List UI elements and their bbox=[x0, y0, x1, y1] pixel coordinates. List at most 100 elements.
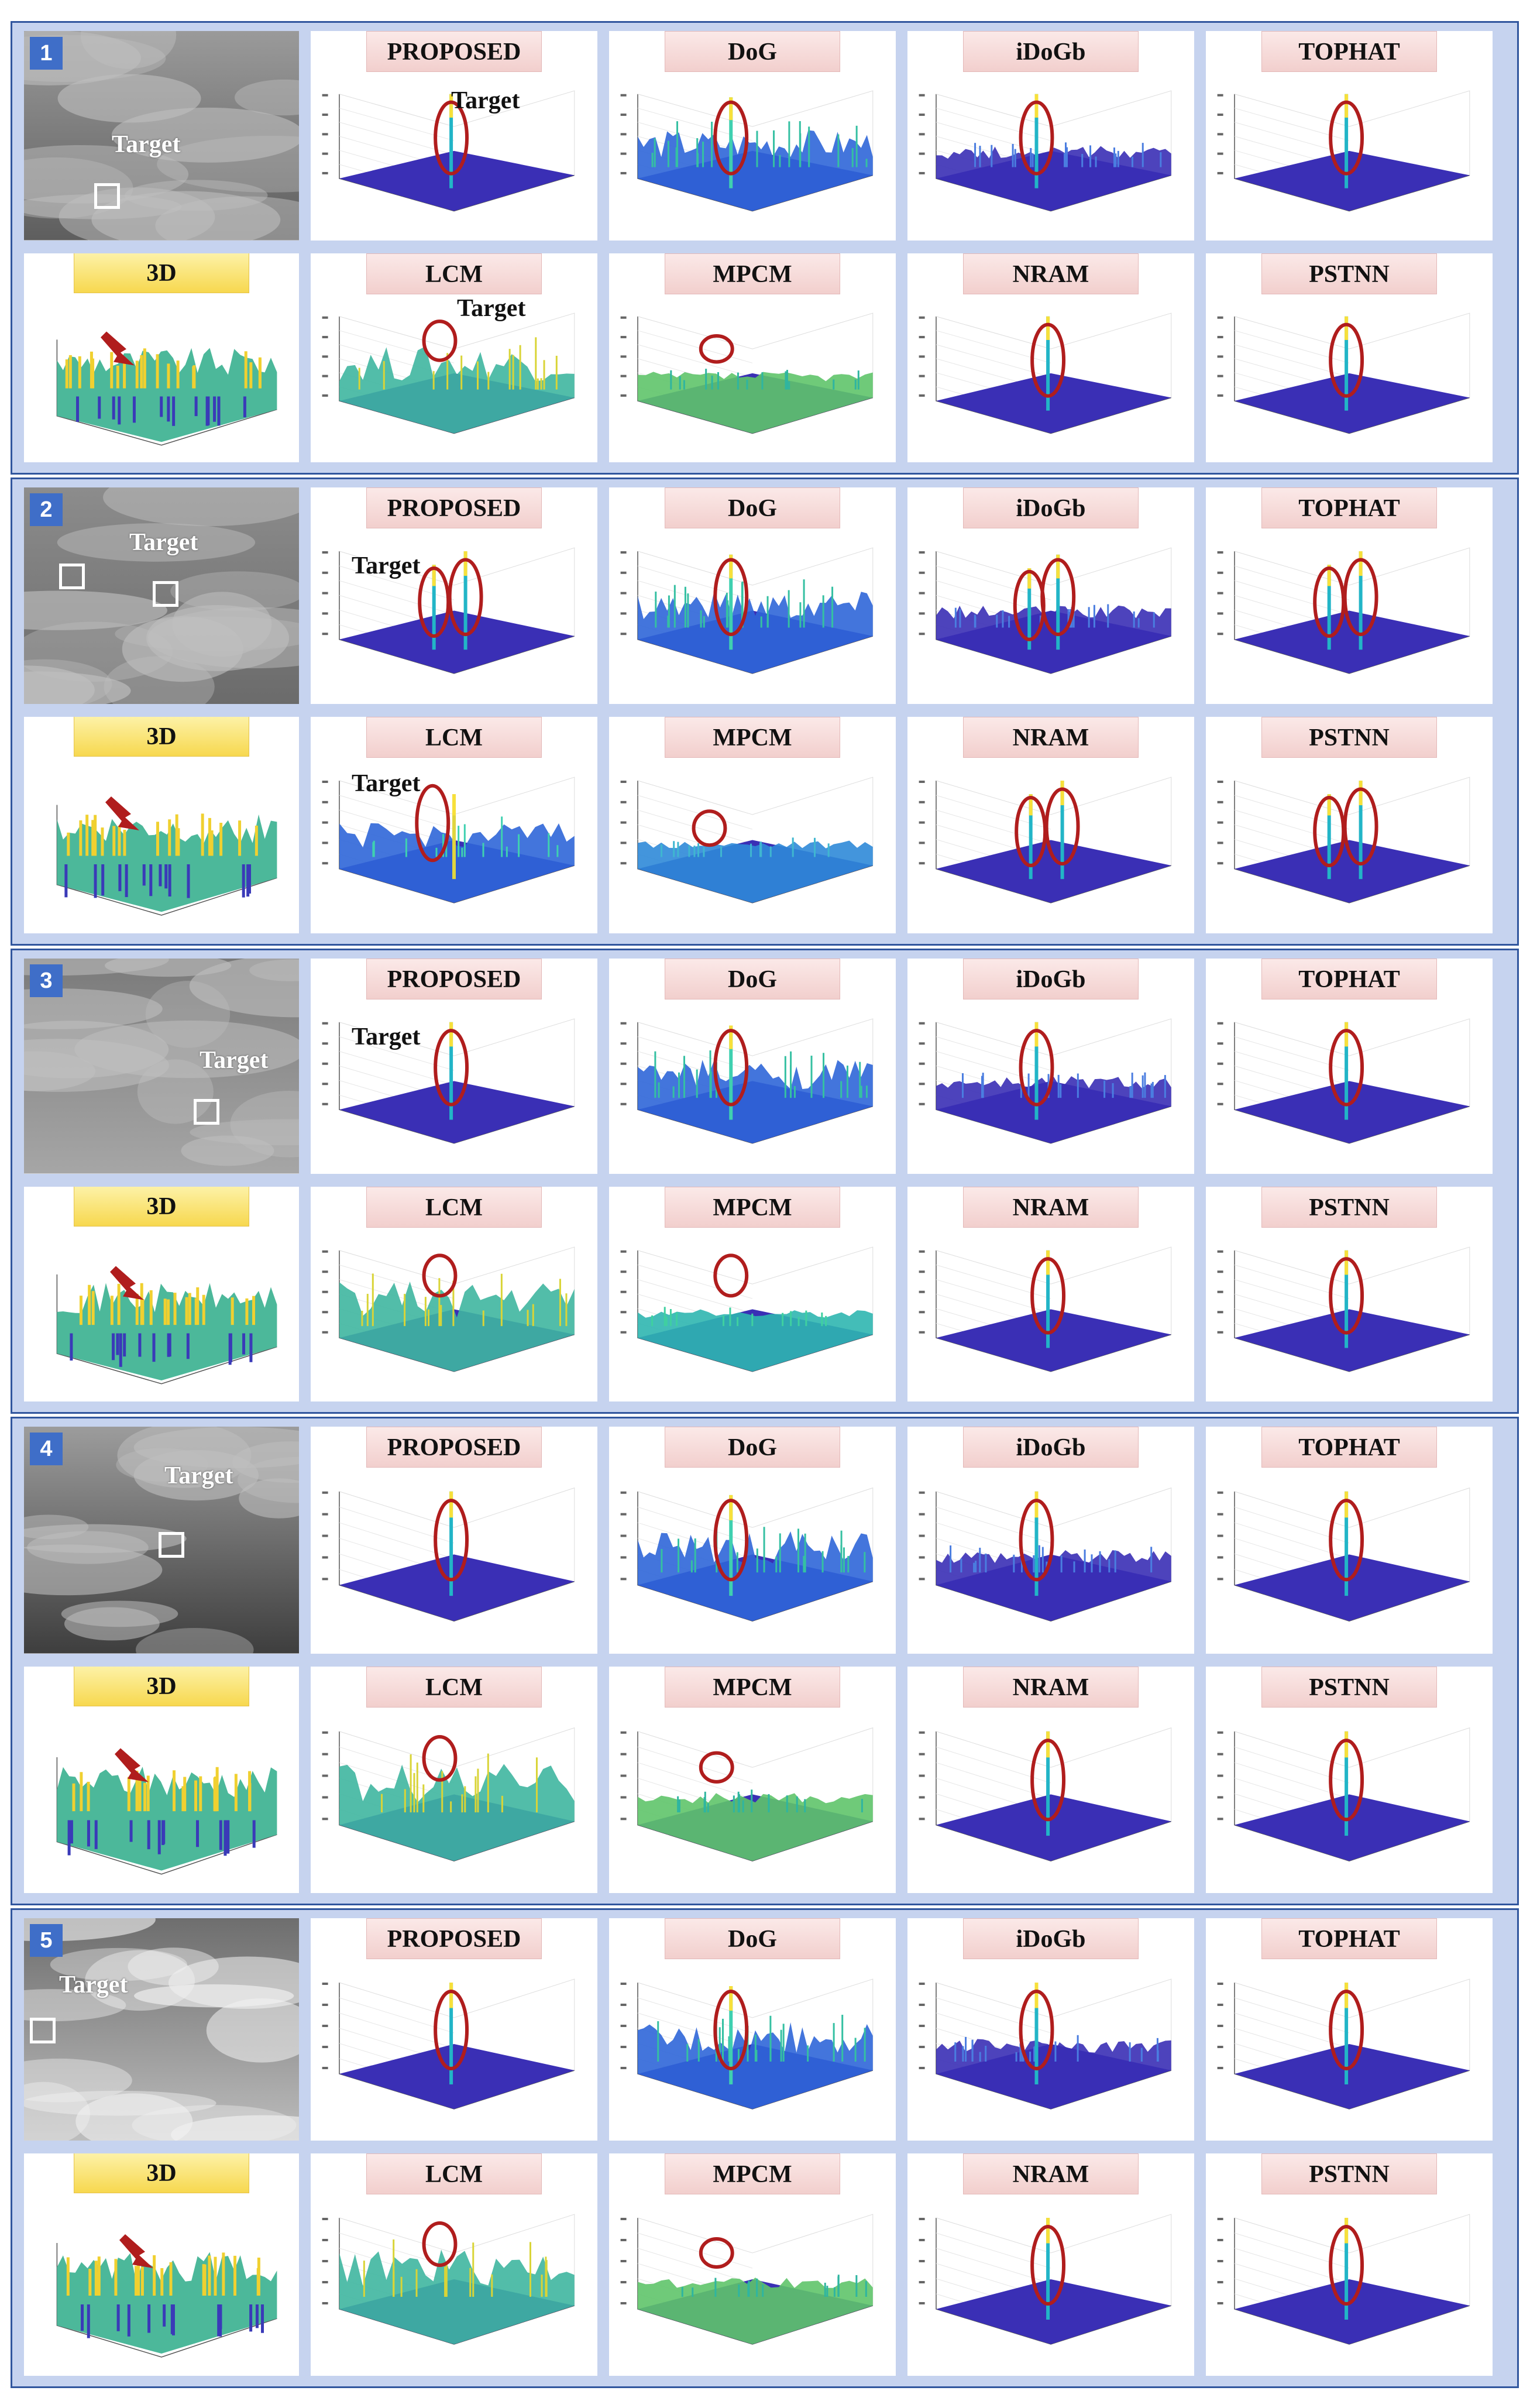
plot-target-label: Target bbox=[451, 87, 520, 114]
surface-plane bbox=[1235, 373, 1470, 434]
method-label: iDoGb bbox=[963, 1427, 1139, 1468]
plot-panel-tophat: TOPHAT bbox=[1206, 1918, 1493, 2141]
target-ring bbox=[1329, 1029, 1364, 1107]
group-number-badge: 1 bbox=[30, 37, 63, 70]
method-label: LCM bbox=[366, 1666, 542, 1708]
surface-plane bbox=[936, 840, 1171, 903]
surface-plot bbox=[1217, 777, 1470, 904]
plot-target-label: Target bbox=[352, 552, 421, 579]
plot-panel-mpcm: MPCM bbox=[609, 1186, 896, 1401]
surface-plot bbox=[322, 1487, 575, 1622]
photo-panel: 1 Target bbox=[24, 31, 299, 241]
method-label: LCM bbox=[366, 2153, 542, 2194]
method-label: TOPHAT bbox=[1261, 1427, 1437, 1468]
surface-plot bbox=[1217, 547, 1470, 674]
plot-panel-proposed: PROPOSED Target bbox=[311, 487, 597, 704]
surface-plot bbox=[919, 547, 1172, 674]
method-label: PSTNN bbox=[1261, 1666, 1437, 1708]
surface-plane bbox=[1235, 1308, 1470, 1372]
target-ring bbox=[699, 1751, 734, 1784]
target-box bbox=[30, 2018, 56, 2043]
surface-plot bbox=[620, 777, 874, 904]
target-box bbox=[159, 1532, 184, 1558]
target-ring bbox=[699, 334, 734, 363]
surface bbox=[339, 1763, 575, 1861]
target-ring bbox=[422, 319, 458, 362]
target-ring bbox=[434, 100, 469, 176]
plot-panel-tophat: TOPHAT bbox=[1206, 1427, 1493, 1654]
surface-plot bbox=[620, 2214, 874, 2345]
surface bbox=[936, 2039, 1171, 2109]
target-ring bbox=[1019, 1029, 1054, 1107]
photo-panel: 4 Target bbox=[24, 1427, 299, 1654]
target-ring bbox=[1030, 322, 1066, 398]
result-group-2: 2 Target PROPOSED Target DoG iDoGb TOPHAT 3D LCM… bbox=[11, 478, 1519, 946]
plot-panel-tophat: TOPHAT bbox=[1206, 959, 1493, 1174]
surface bbox=[638, 371, 873, 434]
arrow-icon bbox=[110, 1266, 144, 1300]
plot-panel-idogb: iDoGb bbox=[907, 1918, 1194, 2141]
arrow-icon bbox=[105, 796, 139, 830]
surface-plane bbox=[1235, 1794, 1470, 1861]
target-ring bbox=[1329, 1990, 1364, 2070]
plot-panel-pstnn: PSTNN bbox=[1206, 717, 1493, 933]
plot-panel-lcm: LCM bbox=[311, 2153, 597, 2376]
surface bbox=[638, 2278, 873, 2344]
surface-plot bbox=[1217, 312, 1470, 434]
target-ring bbox=[1343, 558, 1378, 637]
plot-panel-nram: NRAM bbox=[907, 2153, 1194, 2376]
plot-panel-nram: NRAM bbox=[907, 717, 1194, 933]
plot-panel-proposed: PROPOSED Target bbox=[311, 31, 597, 241]
result-group-3: 3 Target PROPOSED Target DoG iDoGb TOPHAT 3D LCM… bbox=[11, 949, 1519, 1414]
3d-panel: 3D bbox=[24, 717, 299, 933]
method-label: LCM bbox=[366, 253, 542, 294]
peak bbox=[1359, 551, 1363, 650]
method-label-3d: 3D bbox=[74, 253, 249, 293]
peak bbox=[1345, 2218, 1349, 2320]
plot-panel-dog: DoG bbox=[609, 31, 896, 241]
method-label: NRAM bbox=[963, 2153, 1139, 2194]
arrow-icon bbox=[119, 2234, 153, 2268]
method-label: PROPOSED bbox=[366, 1918, 542, 1959]
peak bbox=[1046, 2218, 1050, 2320]
surface bbox=[936, 1076, 1171, 1143]
target-ring bbox=[1329, 100, 1364, 176]
target-ring bbox=[699, 2237, 734, 2269]
3d-panel: 3D bbox=[24, 253, 299, 462]
surface-plot bbox=[322, 1018, 575, 1144]
surface-plot bbox=[1217, 1727, 1470, 1861]
photo-panel: 2 Target bbox=[24, 487, 299, 704]
surface-plot bbox=[322, 1246, 575, 1372]
plot-panel-tophat: TOPHAT bbox=[1206, 31, 1493, 241]
surface-plane bbox=[1235, 840, 1470, 903]
plot-panel-dog: DoG bbox=[609, 959, 896, 1174]
target-ring bbox=[434, 1990, 469, 2070]
3d-surface-plot bbox=[56, 796, 277, 916]
peak bbox=[449, 94, 453, 188]
peak bbox=[1327, 565, 1331, 650]
method-label: DoG bbox=[665, 959, 840, 999]
surface-plane bbox=[936, 2279, 1171, 2344]
plot-panel-idogb: iDoGb bbox=[907, 959, 1194, 1174]
infrared-photo bbox=[24, 31, 299, 241]
3d-surface-plot bbox=[56, 1266, 277, 1385]
method-label: NRAM bbox=[963, 717, 1139, 758]
surface-plane bbox=[1235, 610, 1470, 674]
surface-plot bbox=[919, 312, 1172, 434]
plot-panel-nram: NRAM bbox=[907, 253, 1194, 462]
plot-panel-lcm: LCM Target bbox=[311, 717, 597, 933]
surface-plot bbox=[1217, 2214, 1470, 2345]
method-label: MPCM bbox=[665, 1666, 840, 1708]
target-ring bbox=[1329, 2225, 1364, 2306]
peak bbox=[1046, 1731, 1050, 1836]
method-label: PROPOSED bbox=[366, 31, 542, 72]
peak bbox=[1345, 94, 1349, 188]
peak bbox=[1029, 794, 1033, 880]
surface-plot bbox=[620, 547, 874, 674]
method-label: iDoGb bbox=[963, 31, 1139, 72]
surface bbox=[638, 1531, 873, 1622]
surface bbox=[339, 2249, 575, 2344]
3d-panel: 3D bbox=[24, 2153, 299, 2376]
method-label-3d: 3D bbox=[74, 1186, 249, 1227]
surface-plot bbox=[322, 1727, 575, 1861]
